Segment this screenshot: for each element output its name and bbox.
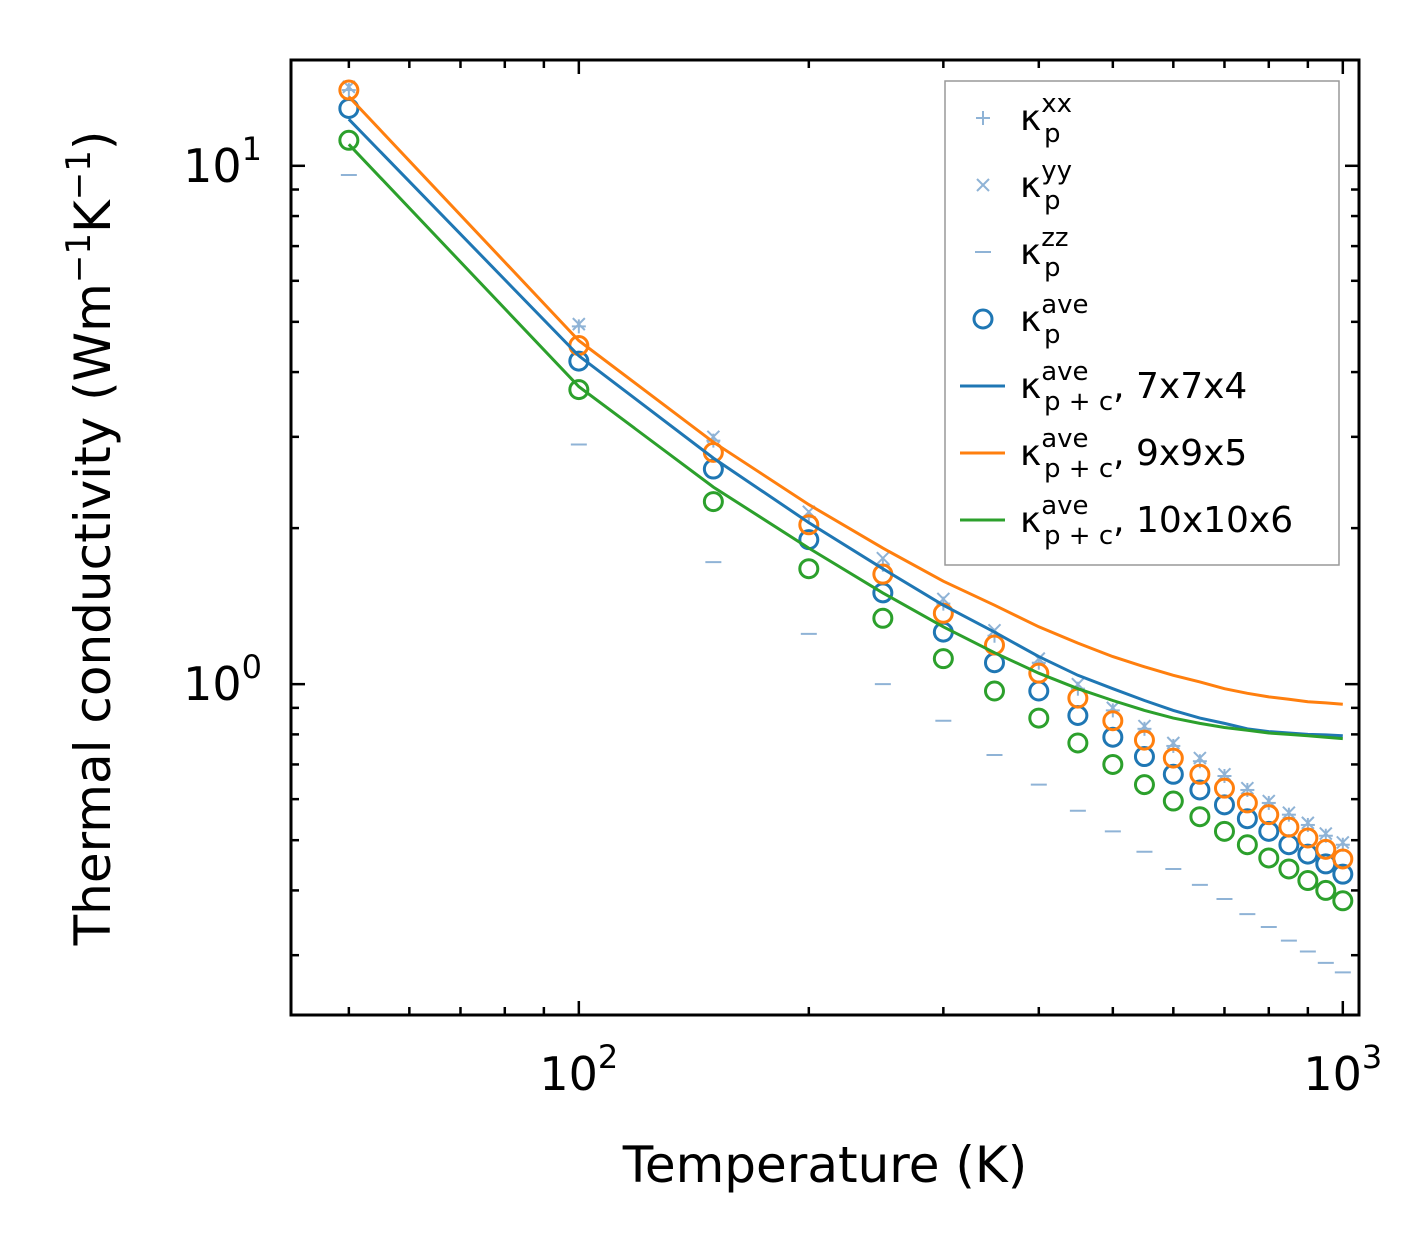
point-kave_2-950 (1315, 838, 1337, 860)
legend-marker-kxx (976, 111, 990, 125)
legend-label-kave_1: κave p (1020, 290, 1089, 350)
point-kyy-100 (572, 317, 586, 331)
legend: κxx p κyy p κzz p κave p κave p + c, 7x7x4 κave p +… (944, 80, 1340, 566)
point-kave_3-200 (798, 558, 820, 580)
series-line-kpc_10106 (347, 143, 1343, 741)
point-kyy-650 (1193, 751, 1207, 765)
series-kpc_10106 (347, 143, 1343, 741)
point-kave_3-150 (702, 491, 724, 513)
point-kave_2-900 (1297, 827, 1319, 849)
point-kxx-800 (1261, 795, 1276, 810)
point-kave_1-1000 (1332, 863, 1354, 885)
point-kave_2-1000 (1332, 848, 1354, 870)
y-axis-title-end: ) (64, 131, 122, 151)
point-kxx-100 (571, 319, 586, 334)
point-kyy-250 (876, 551, 890, 565)
point-kave_3-500 (1102, 753, 1124, 775)
point-kave_2-800 (1258, 804, 1280, 826)
y-axis-title-exp2: −1 (59, 150, 99, 200)
point-kave_1-450 (1067, 705, 1089, 727)
ticks-layer (291, 60, 1359, 1015)
point-kave_1-600 (1162, 763, 1184, 785)
point-kave_3-400 (1028, 707, 1050, 729)
point-kyy-950 (1319, 826, 1333, 841)
point-kave_1-550 (1133, 746, 1155, 768)
point-kave_3-300 (932, 648, 954, 670)
legend-label-kxx: κxx p (1020, 89, 1072, 149)
point-kave_3-850 (1278, 858, 1300, 880)
point-kave_3-650 (1189, 806, 1211, 828)
y-axis-title-mid: K (64, 199, 122, 233)
legend-box (944, 80, 1340, 566)
point-kave_2-700 (1213, 777, 1235, 799)
point-kyy-600 (1166, 736, 1181, 750)
point-kyy-750 (1240, 781, 1255, 795)
y-axis-title: Thermal conductivity (Wm−1K−1) (59, 131, 122, 947)
point-kave_1-500 (1102, 726, 1124, 748)
point-kave_3-250 (872, 607, 894, 629)
point-kyy-850 (1282, 805, 1296, 820)
point-kave_3-450 (1067, 732, 1089, 754)
series-kave_3 (338, 129, 1354, 912)
point-kave_2-650 (1189, 763, 1211, 785)
point-kave_1-850 (1278, 834, 1300, 856)
point-kave_1-750 (1236, 808, 1258, 830)
point-kave_2-850 (1278, 816, 1300, 838)
legend-label-kpc_995: κave p + c, 9x9x5 (1020, 424, 1247, 484)
point-kave_3-800 (1258, 847, 1280, 869)
point-kave_3-900 (1297, 870, 1319, 892)
data-layer (338, 79, 1354, 974)
point-kyy-550 (1137, 719, 1152, 733)
point-kyy-900 (1301, 816, 1315, 830)
series-line-kpc_995 (347, 95, 1343, 706)
series-kpc_995 (347, 95, 1343, 706)
point-kave_1-400 (1028, 680, 1050, 702)
plot-frame (289, 58, 1361, 1017)
point-kave_3-1000 (1332, 890, 1354, 912)
point-kave_3-100 (568, 379, 590, 401)
series-kzz (340, 173, 1351, 974)
point-kave_3-950 (1315, 879, 1337, 901)
point-kave_2-50 (338, 79, 360, 101)
point-kave_3-600 (1162, 790, 1184, 812)
legend-label-kzz: κzz p (1020, 223, 1069, 283)
point-kave_1-650 (1189, 779, 1211, 801)
point-kave_2-400 (1028, 662, 1050, 684)
point-kave_2-550 (1133, 729, 1155, 751)
y-axis-title-base: Thermal conductivity (Wm (64, 283, 122, 946)
point-kxx-50 (341, 83, 356, 98)
legend-marker-kave_1 (972, 308, 994, 330)
point-kave_3-550 (1133, 774, 1155, 796)
point-kxx-550 (1137, 721, 1152, 736)
point-kave_2-200 (798, 514, 820, 536)
point-kave_3-750 (1236, 834, 1258, 856)
legend-label-kpc_10106: κave p + c, 10x10x6 (1020, 491, 1293, 551)
point-kave_2-500 (1102, 710, 1124, 732)
y-axis-title-exp1: −1 (59, 233, 99, 283)
point-kyy-1000 (1336, 835, 1350, 850)
point-kave_3-350 (983, 680, 1005, 702)
y-tick-label: 101 (183, 130, 262, 193)
point-kave_3-700 (1213, 820, 1235, 842)
point-kave_3-50 (338, 129, 360, 151)
point-kave_2-600 (1162, 747, 1184, 769)
y-tick-label: 100 (183, 648, 262, 711)
x-tick-label: 103 (1303, 1038, 1382, 1101)
legend-label-kyy: κyy p (1020, 156, 1072, 216)
x-axis-title: Temperature (K) (622, 1136, 1027, 1194)
point-kave_2-750 (1236, 792, 1258, 814)
legend-label-kpc_774: κave p + c, 7x7x4 (1020, 357, 1247, 417)
point-kyy-700 (1217, 767, 1232, 782)
labels-layer: 102 103 100 101 (183, 130, 1382, 1101)
x-tick-label: 102 (539, 1038, 618, 1101)
legend-marker-kyy (976, 178, 990, 192)
